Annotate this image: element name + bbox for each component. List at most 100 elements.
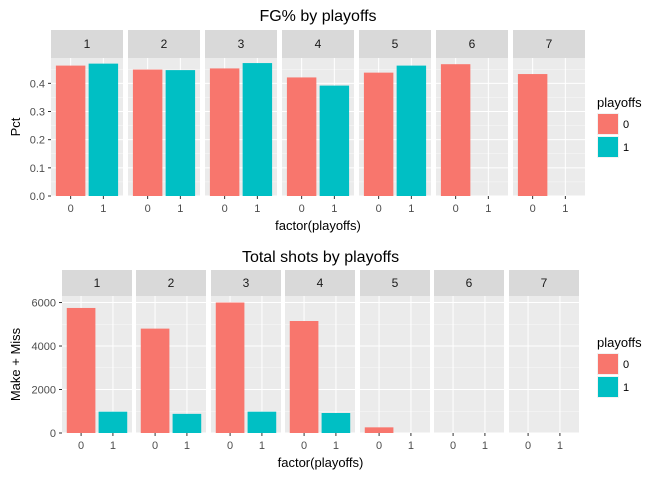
x-tick-label: 1 — [482, 440, 488, 452]
bar-facet-3-playoffs-1 — [247, 411, 277, 433]
chart-title: FG% by playoffs — [259, 8, 376, 25]
y-tick-label: 0.3 — [30, 107, 45, 119]
y-tick-label: 6000 — [32, 298, 56, 310]
facet-strip-label: 3 — [238, 37, 245, 51]
facet-strip — [136, 270, 206, 296]
bar-facet-2-playoffs-0 — [140, 328, 170, 433]
bar-facet-5-playoffs-1 — [396, 65, 427, 196]
facet-strip-label: 5 — [392, 276, 399, 290]
legend-swatch-1 — [598, 137, 618, 157]
x-tick-label: 1 — [562, 203, 568, 215]
facet-strip — [513, 30, 585, 58]
legend-swatch-0 — [598, 354, 618, 374]
bar-facet-4-playoffs-1 — [319, 85, 350, 196]
x-tick-label: 1 — [177, 203, 183, 215]
legend-label: 0 — [623, 359, 629, 371]
y-tick-label: 0.2 — [30, 135, 45, 147]
y-tick-label: 2000 — [32, 385, 56, 397]
facet-strip-label: 7 — [541, 276, 548, 290]
x-axis-title: factor(playoffs) — [275, 218, 361, 233]
facet-panel — [360, 296, 430, 433]
facet-strip — [434, 270, 504, 296]
facet-strip-label: 4 — [315, 37, 322, 51]
x-tick-label: 0 — [301, 440, 307, 452]
x-axis-title: factor(playoffs) — [278, 455, 364, 470]
y-axis-title: Pct — [8, 117, 23, 136]
facet-strip — [285, 270, 355, 296]
x-tick-label: 1 — [408, 440, 414, 452]
x-tick-label: 0 — [222, 203, 228, 215]
x-tick-label: 0 — [525, 440, 531, 452]
y-tick-label: 4000 — [32, 341, 56, 353]
facet-strip — [360, 270, 430, 296]
facet-panel — [434, 296, 504, 433]
x-tick-label: 1 — [100, 203, 106, 215]
facet-strip-label: 6 — [466, 276, 473, 290]
legend-label: 1 — [623, 142, 629, 154]
y-tick-label: 0 — [50, 428, 56, 440]
facet-strip-label: 5 — [392, 37, 399, 51]
facet-strip-label: 7 — [546, 37, 553, 51]
legend-title: playoffs — [597, 95, 642, 110]
bar-facet-1-playoffs-0 — [55, 65, 86, 196]
x-tick-label: 1 — [331, 203, 337, 215]
legend-label: 0 — [623, 119, 629, 131]
x-tick-label: 1 — [557, 440, 563, 452]
x-tick-label: 0 — [376, 203, 382, 215]
bar-facet-4-playoffs-0 — [289, 321, 319, 433]
facet-strip-label: 1 — [94, 276, 101, 290]
x-tick-label: 0 — [450, 440, 456, 452]
bar-facet-3-playoffs-0 — [215, 302, 245, 433]
x-tick-label: 0 — [152, 440, 158, 452]
x-tick-label: 1 — [184, 440, 190, 452]
facet-strip — [128, 30, 200, 58]
bar-facet-7-playoffs-0 — [517, 74, 548, 196]
bar-facet-2-playoffs-1 — [172, 413, 202, 433]
x-tick-label: 0 — [376, 440, 382, 452]
x-tick-label: 1 — [408, 203, 414, 215]
facet-strip-label: 4 — [317, 276, 324, 290]
facet-strip-label: 2 — [161, 37, 168, 51]
facet-strip — [282, 30, 354, 58]
facet-strip — [359, 30, 431, 58]
x-tick-label: 0 — [78, 440, 84, 452]
facet-strip — [62, 270, 132, 296]
facet-strip — [51, 30, 123, 58]
facet-strip — [509, 270, 579, 296]
bar-facet-2-playoffs-0 — [132, 69, 163, 196]
x-tick-label: 0 — [227, 440, 233, 452]
bar-facet-3-playoffs-1 — [242, 63, 273, 196]
facet-strip — [436, 30, 508, 58]
facet-panel — [509, 296, 579, 433]
y-tick-label: 0.4 — [30, 78, 45, 90]
x-tick-label: 1 — [259, 440, 265, 452]
facet-strip-label: 6 — [469, 37, 476, 51]
facet-strip-label: 3 — [243, 276, 250, 290]
x-tick-label: 1 — [254, 203, 260, 215]
bar-facet-5-playoffs-0 — [364, 427, 394, 433]
x-tick-label: 0 — [530, 203, 536, 215]
bar-facet-1-playoffs-0 — [66, 307, 96, 433]
facet-strip-label: 2 — [168, 276, 175, 290]
facet-strip — [205, 30, 277, 58]
x-tick-label: 1 — [110, 440, 116, 452]
x-tick-label: 0 — [453, 203, 459, 215]
legend-swatch-1 — [598, 377, 618, 397]
bar-facet-1-playoffs-1 — [98, 411, 128, 433]
bar-facet-3-playoffs-0 — [209, 68, 240, 196]
facet-strip — [211, 270, 281, 296]
x-tick-label: 1 — [333, 440, 339, 452]
bar-facet-2-playoffs-1 — [165, 70, 196, 196]
bar-facet-4-playoffs-1 — [321, 412, 351, 433]
x-tick-label: 0 — [299, 203, 305, 215]
y-tick-label: 0.0 — [30, 191, 45, 203]
legend-label: 1 — [623, 382, 629, 394]
bar-facet-6-playoffs-0 — [440, 64, 471, 196]
bar-facet-1-playoffs-1 — [88, 63, 119, 196]
bar-facet-5-playoffs-0 — [363, 72, 394, 196]
facet-strip-label: 1 — [84, 37, 91, 51]
chart-title: Total shots by playoffs — [242, 249, 399, 266]
y-axis-title: Make + Miss — [8, 327, 23, 401]
legend-swatch-0 — [598, 114, 618, 134]
